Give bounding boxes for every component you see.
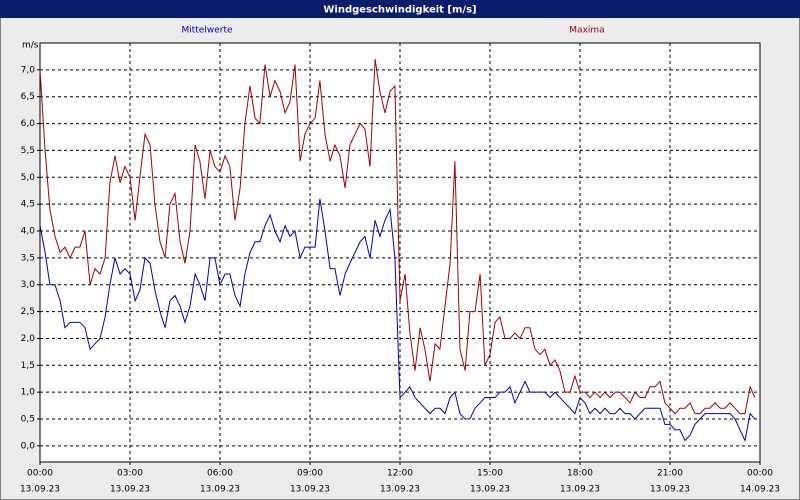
- x-tick-date: 13.09.23: [110, 485, 150, 495]
- title-bar: [0, 0, 800, 18]
- x-tick-label: 15:00: [477, 469, 503, 479]
- y-tick-label: 3,0: [21, 280, 36, 290]
- x-tick-label: 00:00: [27, 469, 53, 479]
- y-tick-label: 0,5: [21, 415, 35, 425]
- y-tick-label: 1,0: [21, 388, 36, 398]
- data-line: [39, 59, 756, 415]
- y-tick-label: 6,0: [21, 119, 36, 129]
- x-tick-date: 14.09.23: [740, 485, 780, 495]
- x-tick-label: 21:00: [657, 469, 683, 479]
- x-tick-label: 18:00: [567, 469, 593, 479]
- y-tick-label: 4,0: [21, 227, 36, 237]
- data-line: [39, 198, 756, 443]
- x-tick-date: 13.09.23: [650, 485, 690, 495]
- y-tick-label: 0,0: [21, 441, 36, 451]
- y-tick-label: 3,5: [21, 253, 35, 263]
- x-tick-date: 13.09.23: [20, 485, 60, 495]
- y-tick-label: 6,5: [21, 92, 35, 102]
- x-tick-label: 03:00: [117, 469, 143, 479]
- y-tick-label: 5,0: [21, 173, 36, 183]
- y-axis-label: m/s: [22, 41, 39, 51]
- y-tick-label: 7,0: [21, 65, 36, 75]
- x-tick-label: 12:00: [387, 469, 413, 479]
- x-tick-date: 13.09.23: [200, 485, 240, 495]
- x-tick-date: 13.09.23: [470, 485, 510, 495]
- y-tick-label: 2,0: [21, 334, 36, 344]
- x-tick-date: 13.09.23: [560, 485, 600, 495]
- y-tick-label: 2,5: [21, 307, 35, 317]
- chart-title: Windgeschwindigkeit [m/s]: [323, 5, 476, 16]
- legend-label: Maxima: [569, 26, 604, 36]
- x-tick-label: 09:00: [297, 469, 323, 479]
- y-tick-label: 1,5: [21, 361, 35, 371]
- legend-label: Mittelwerte: [181, 26, 232, 36]
- x-tick-date: 13.09.23: [380, 485, 420, 495]
- y-tick-label: 4,5: [21, 200, 35, 210]
- x-tick-label: 00:00: [747, 469, 773, 479]
- x-tick-date: 13.09.23: [290, 485, 330, 495]
- x-tick-label: 06:00: [207, 469, 233, 479]
- y-tick-label: 5,5: [21, 146, 35, 156]
